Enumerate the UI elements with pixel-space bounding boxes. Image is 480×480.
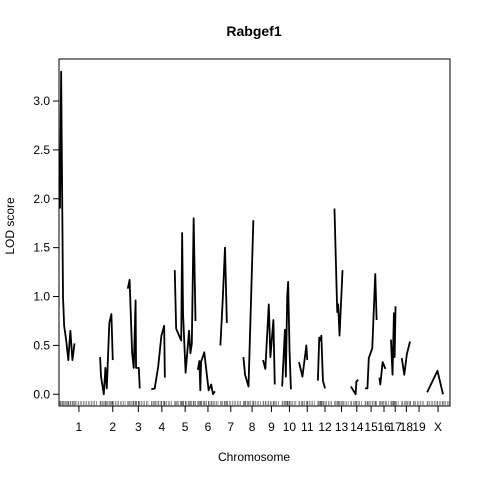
x-tick-label: 10: [283, 420, 297, 434]
chart-title: Rabgef1: [226, 23, 281, 39]
x-axis-label: Chromosome: [218, 450, 290, 464]
lod-curve-chr-3: [126, 279, 141, 389]
x-tick-label: 19: [412, 420, 426, 434]
lod-curve-chr-8: [242, 220, 255, 388]
lod-curve-chr-13: [333, 208, 344, 337]
x-tick-label: 16: [377, 420, 391, 434]
x-tick-label: 12: [318, 420, 332, 434]
x-tick-label: X: [434, 420, 442, 434]
lod-curve-chr-6: [196, 351, 216, 396]
x-tick-label: 4: [159, 420, 166, 434]
y-tick-label: 1.0: [33, 290, 50, 304]
x-tick-label: 3: [135, 420, 142, 434]
x-tick-label: 13: [335, 420, 349, 434]
lod-curve-chr-2: [99, 313, 114, 396]
x-tick-label: 11: [301, 420, 314, 434]
lod-curve-chr-9: [262, 303, 276, 385]
x-tick-label: 8: [249, 420, 256, 434]
y-tick-label: 0.0: [33, 387, 50, 401]
lod-curve-chr-5: [173, 217, 197, 374]
x-tick-label: 2: [109, 420, 116, 434]
x-tick-label: 17: [389, 420, 403, 434]
y-tick-label: 2.0: [33, 192, 50, 206]
x-tick-label: 7: [227, 420, 234, 434]
x-tick-label: 9: [268, 420, 275, 434]
lod-curve-chr-1: [59, 70, 76, 361]
y-tick-label: 2.5: [33, 143, 50, 157]
lod-curve-chr-7: [219, 246, 228, 346]
y-tick-label: 3.0: [33, 94, 50, 108]
x-tick-label: 1: [76, 420, 83, 434]
lod-curve-chr-14: [350, 378, 359, 396]
lod-curve-chr-10: [281, 280, 292, 390]
x-tick-label: 6: [205, 420, 212, 434]
lod-curves: [59, 70, 444, 396]
y-tick-label: 1.5: [33, 241, 50, 255]
y-axis: 0.0 0.5 1.0 1.5 2.0 2.5 3.0: [33, 94, 59, 401]
plot-frame: [58, 58, 451, 407]
lod-curve-chr-11: [298, 344, 309, 378]
marker-rug: [59, 401, 450, 406]
y-tick-label: 0.5: [33, 338, 50, 352]
x-tick-label: 14: [350, 420, 364, 434]
lod-curve-chr-12: [316, 334, 326, 389]
y-axis-label: LOD score: [3, 197, 17, 255]
lod-curve-chr-17: [390, 306, 397, 376]
x-tick-label: 15: [364, 420, 378, 434]
lod-curve-chr-16: [378, 361, 387, 386]
lod-curve-chr-X: [426, 369, 444, 395]
lod-curve-chr-18: [400, 341, 411, 376]
x-tick-label: 5: [182, 420, 189, 434]
x-tick-label: 18: [400, 420, 414, 434]
lod-curve-chr-4: [151, 324, 166, 391]
lod-curve-chr-15: [365, 273, 378, 390]
